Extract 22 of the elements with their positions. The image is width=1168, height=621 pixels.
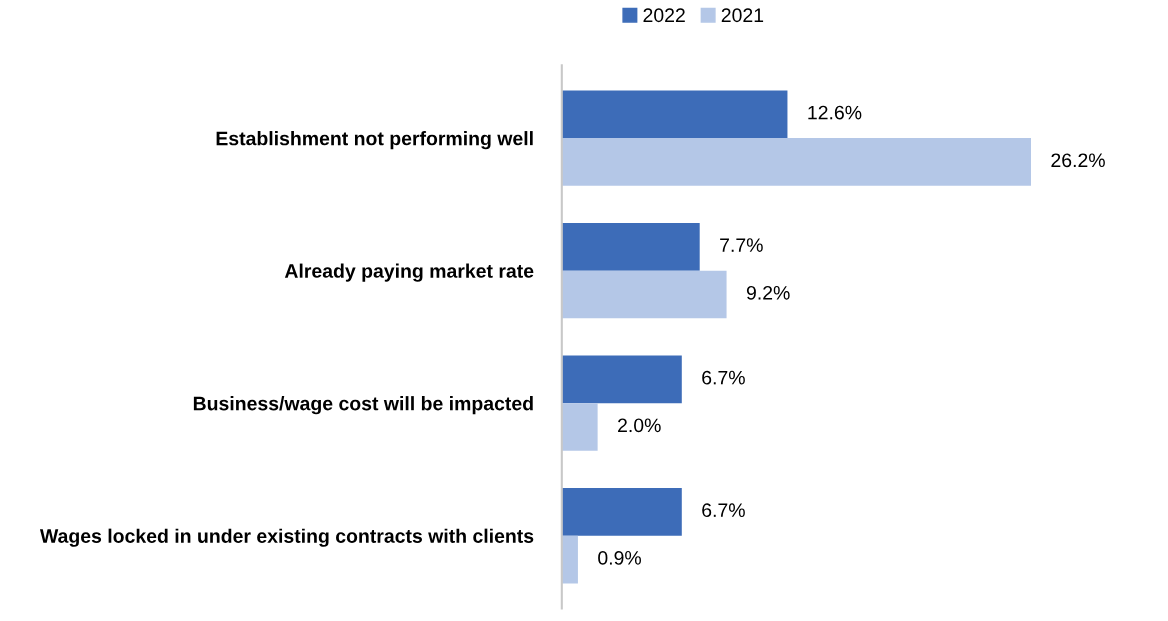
bar xyxy=(561,270,727,319)
data-label: 0.9% xyxy=(598,550,641,565)
bar xyxy=(561,90,788,139)
bar xyxy=(561,138,1031,186)
bar xyxy=(561,355,682,404)
legend-label: 2021 xyxy=(721,8,764,23)
data-label: 2.0% xyxy=(618,418,661,433)
y-tick-label: Already paying market rate xyxy=(284,263,534,282)
bar xyxy=(561,222,700,271)
data-label: 6.7% xyxy=(702,370,745,385)
bar xyxy=(561,487,682,536)
legend-label: 2022 xyxy=(643,8,685,23)
bar xyxy=(561,403,598,451)
data-label: 26.2% xyxy=(1051,153,1105,168)
bar xyxy=(561,535,578,584)
y-tick-label: Business/wage cost will be impacted xyxy=(193,396,533,415)
y-tick-label: Establishment not performing well xyxy=(216,131,533,150)
data-label: 7.7% xyxy=(720,238,763,252)
data-label: 6.7% xyxy=(702,503,745,518)
data-label: 9.2% xyxy=(746,285,790,300)
data-label: 12.6% xyxy=(808,105,862,120)
y-tick-label: Wages locked in under existing contracts with clients xyxy=(39,528,534,547)
